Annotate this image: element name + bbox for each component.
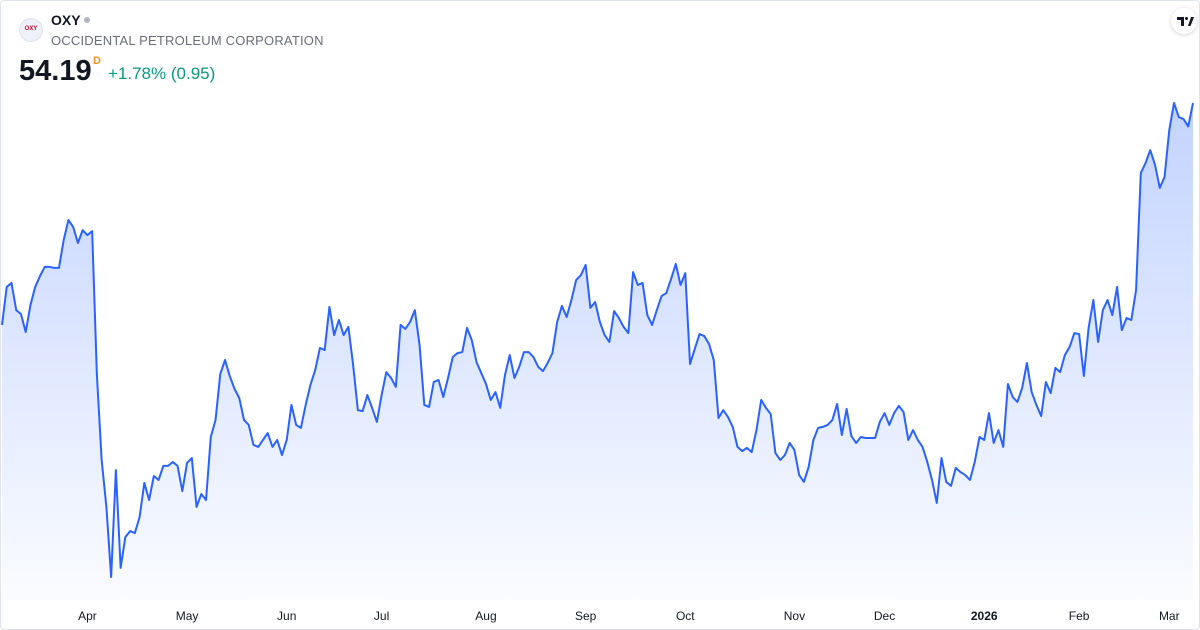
resolution: D xyxy=(93,55,101,67)
company-name: OCCIDENTAL PETROLEUM CORPORATION xyxy=(51,33,324,48)
x-tick-label: Jul xyxy=(374,609,389,623)
x-tick-label: Mar xyxy=(1159,609,1180,623)
status-dot xyxy=(84,17,90,23)
symbol[interactable]: OXY xyxy=(51,12,81,28)
x-tick-label: Apr xyxy=(78,609,97,623)
x-tick-label: Nov xyxy=(784,609,805,623)
area-fill xyxy=(2,103,1193,600)
x-tick-label: Aug xyxy=(475,609,496,623)
x-tick-label: May xyxy=(176,609,199,623)
tv-icon xyxy=(1177,17,1194,26)
price-line xyxy=(1,102,1194,578)
logo-text: OXY xyxy=(24,26,38,32)
symbol-logo: OXY xyxy=(20,19,42,41)
x-tick-label: Feb xyxy=(1069,609,1090,623)
last-price: 54.19 xyxy=(19,55,92,87)
tradingview-logo[interactable] xyxy=(1171,8,1197,34)
x-tick-label: Dec xyxy=(874,609,895,623)
x-tick-label: Oct xyxy=(676,609,695,623)
x-tick-label: 2026 xyxy=(971,609,998,623)
x-tick-label: Sep xyxy=(575,609,597,623)
x-tick-label: Jun xyxy=(277,609,296,623)
price-change: +1.78% (0.95) xyxy=(108,64,216,83)
